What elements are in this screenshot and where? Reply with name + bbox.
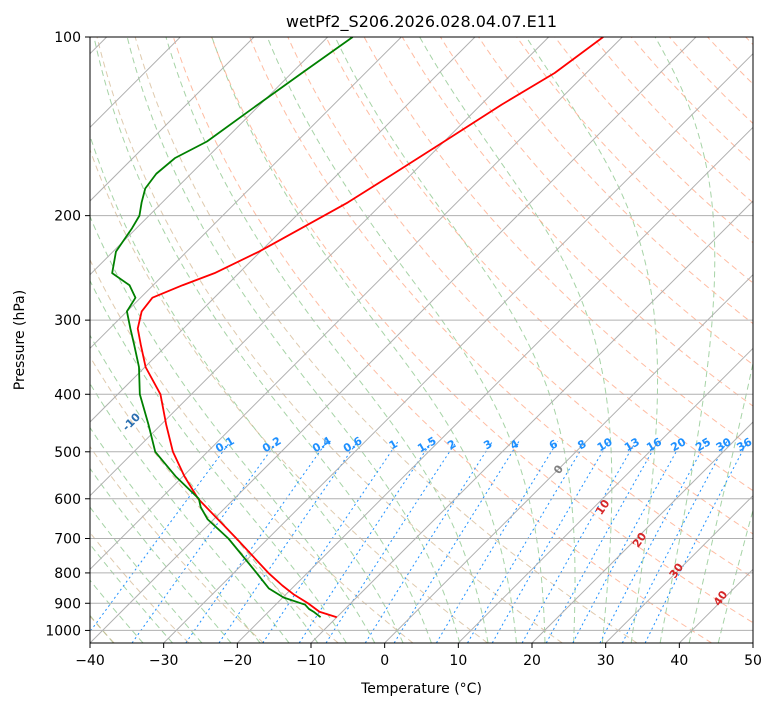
isotherm-gridline [90, 37, 623, 571]
mixing-ratio-label: 36 [734, 435, 754, 454]
isotherm-gridline [163, 52, 753, 643]
y-tick-label: 600 [54, 492, 81, 508]
y-tick-label: 800 [54, 566, 81, 582]
isotherm-gridline [531, 421, 753, 643]
isotherm-gridline [384, 273, 753, 643]
dry-adiabat-line [249, 37, 753, 579]
plot-area [90, 37, 753, 643]
mixing-ratio-line [644, 441, 749, 643]
grid-lines [90, 37, 753, 643]
mixing-ratio-line [131, 440, 278, 643]
mixing-ratio-line [298, 440, 433, 643]
dry-adiabat-line [516, 37, 753, 284]
isotherm-gridline [90, 37, 550, 497]
moist-adiabat-line [90, 579, 144, 643]
isotherm-gridline [90, 37, 329, 276]
dry-adiabat-line [134, 37, 638, 643]
mixing-ratio-line [90, 440, 232, 633]
dry-adiabat-line [401, 37, 753, 407]
temperature-line [136, 37, 604, 619]
isotherm-gridline [605, 494, 753, 643]
moist-adiabat-line [717, 508, 753, 643]
isotherm-gridline [90, 37, 476, 423]
mixing-ratio-line [621, 441, 728, 643]
moist-adiabat-line [90, 426, 261, 643]
moist-adiabat-line [90, 543, 173, 643]
mixing-ratio-line [325, 440, 457, 643]
y-axis: 1000 900 800 700 600 500 400 300 200 100 [45, 30, 90, 639]
moist-adiabat-line [90, 506, 203, 643]
dry-adiabat-line [630, 37, 753, 164]
y-tick-label: 300 [54, 313, 81, 329]
isotherm-gridline [457, 347, 753, 643]
moist-adiabat-line [419, 37, 613, 643]
mixing-ratio-line [393, 441, 520, 643]
isotherm-gridline [90, 37, 697, 643]
mixing-ratio-lines [90, 440, 749, 643]
y-tick-label: 500 [54, 445, 81, 461]
mixing-ratio-line [262, 440, 399, 643]
x-tick-label: 40 [670, 653, 688, 669]
moist-adiabat-line [266, 37, 546, 643]
dewpoint-line [111, 37, 354, 618]
y-tick-label: 200 [54, 209, 81, 225]
moist-adiabat-line [90, 334, 319, 643]
chart-title: wetPf2_S206.2026.028.04.07.E11 [286, 12, 557, 32]
moist-adiabat-line [334, 37, 576, 643]
x-axis: −40 −30 −20 −10 0 10 20 30 40 50 [75, 643, 762, 669]
moist-adiabat-line [90, 467, 232, 643]
mixing-ratio-line [572, 441, 683, 643]
mixing-ratio-line [364, 440, 493, 643]
isotherm-gridline [90, 37, 402, 350]
moist-adiabat-line [211, 37, 517, 643]
y-tick-label: 1000 [45, 623, 81, 639]
dry-adiabat-line [478, 37, 753, 325]
isotherm-gridline [90, 37, 255, 202]
x-tick-label: −10 [296, 653, 326, 669]
moist-adiabat-line [654, 37, 716, 643]
dry-adiabat-line [90, 445, 264, 643]
x-tick-label: −40 [75, 653, 105, 669]
dry-adiabat-line [325, 37, 753, 492]
y-axis-title: Pressure (hPa) [12, 290, 28, 390]
mixing-ratio-line [599, 441, 708, 643]
y-tick-label: 900 [54, 596, 81, 612]
sounding-profiles [111, 37, 604, 619]
y-tick-label: 700 [54, 532, 81, 548]
moist-adiabat-line [90, 134, 404, 643]
moist-adiabat-line [688, 361, 753, 643]
plot-frame [89, 36, 754, 644]
dry-adiabat-line [211, 37, 753, 624]
dry-adiabat-line [96, 37, 563, 643]
x-tick-label: 10 [449, 653, 467, 669]
x-tick-label: 0 [380, 653, 389, 669]
mixing-ratio-line [435, 441, 559, 643]
isotherm-gridline [310, 200, 753, 643]
x-tick-label: −30 [149, 653, 179, 669]
moist-adiabat-line [90, 215, 376, 643]
x-tick-label: 50 [744, 653, 762, 669]
x-tick-label: −20 [223, 653, 253, 669]
isotherm-gridline [236, 126, 753, 643]
y-tick-label: 100 [54, 30, 81, 46]
x-axis-title: Temperature (°C) [360, 681, 482, 697]
dry-adiabat-line [592, 37, 753, 204]
moist-adiabat-line [126, 37, 461, 643]
y-tick-label: 400 [54, 387, 81, 403]
x-tick-label: 30 [597, 653, 615, 669]
dry-adiabat-line [172, 37, 712, 643]
moist-adiabat-line [525, 37, 659, 643]
moist-adiabat-line [90, 382, 290, 643]
x-tick-label: 20 [523, 653, 541, 669]
